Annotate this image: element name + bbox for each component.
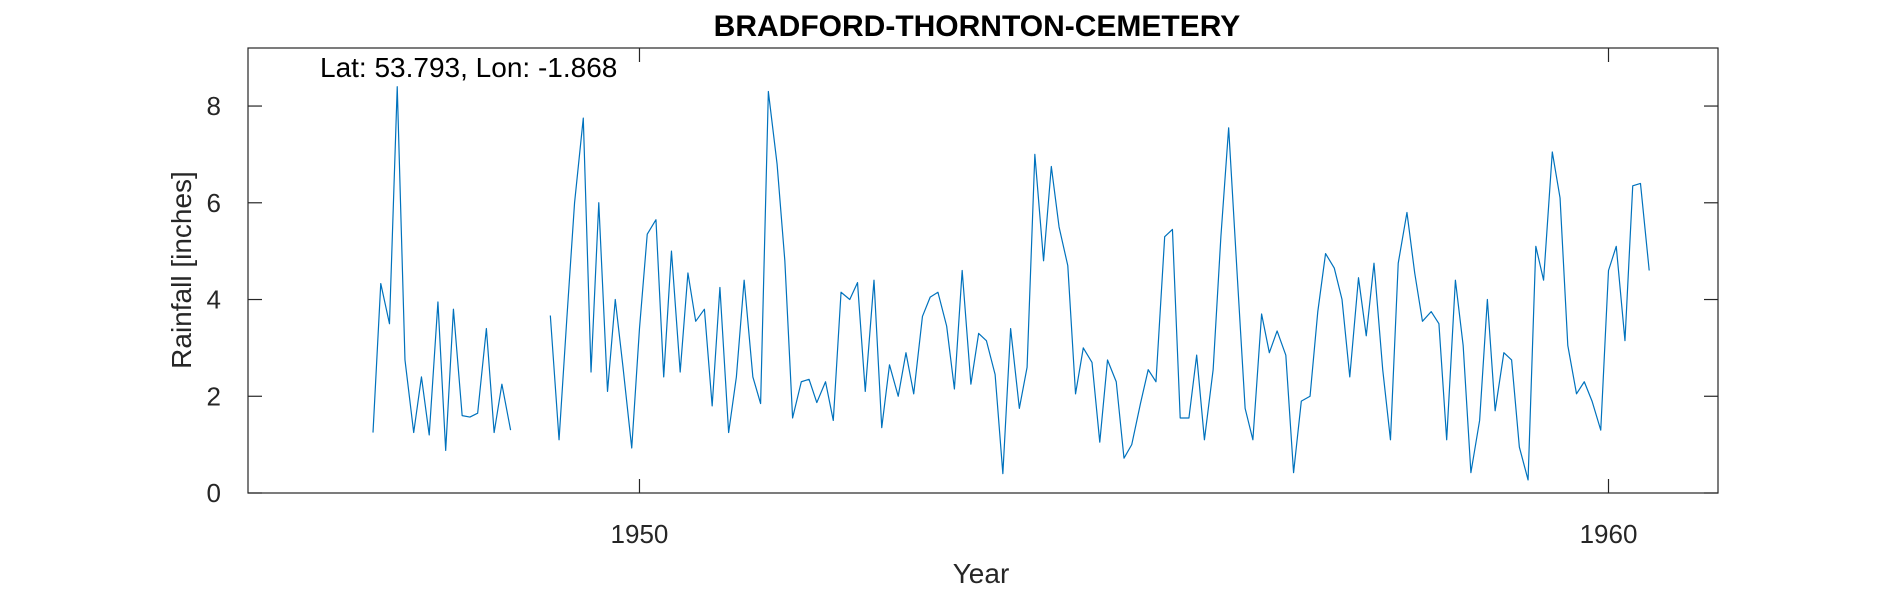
- y-axis-ticks: 0 2 4 6 8: [207, 91, 1718, 508]
- x-tick-label: 1960: [1580, 519, 1638, 549]
- x-axis-label: Year: [953, 558, 1010, 589]
- plot-area-frame: [247, 47, 1719, 494]
- x-axis-ticks: 1950 1960: [611, 48, 1638, 549]
- y-axis-label: Rainfall [inches]: [166, 171, 197, 369]
- y-tick-label: 2: [207, 381, 221, 411]
- station-coordinates-annotation: Lat: 53.793, Lon: -1.868: [320, 52, 617, 83]
- chart-title: BRADFORD-THORNTON-CEMETERY: [714, 10, 1241, 43]
- y-tick-label: 6: [207, 188, 221, 218]
- x-tick-label: 1950: [611, 519, 669, 549]
- y-tick-label: 8: [207, 91, 221, 121]
- series-layer: [372, 86, 1650, 481]
- y-tick-label: 0: [207, 478, 221, 508]
- y-tick-label: 4: [207, 285, 221, 315]
- rainfall-series-line: [372, 86, 1650, 481]
